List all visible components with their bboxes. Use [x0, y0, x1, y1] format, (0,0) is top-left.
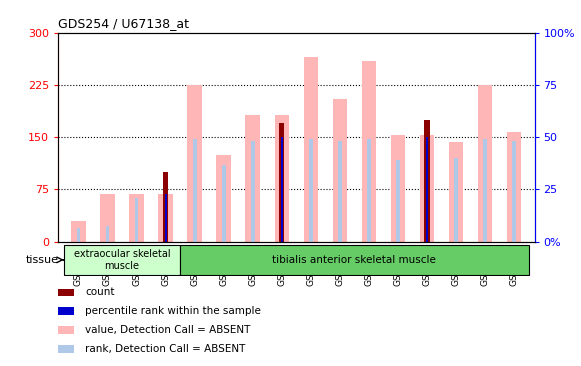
Bar — [507, 132, 522, 242]
Bar — [332, 99, 347, 242]
Bar — [391, 135, 406, 242]
Bar — [158, 194, 173, 242]
Bar — [420, 135, 435, 242]
Bar — [483, 139, 487, 242]
Bar — [396, 160, 400, 242]
Text: rank, Detection Call = ABSENT: rank, Detection Call = ABSENT — [85, 344, 246, 354]
Text: value, Detection Call = ABSENT: value, Detection Call = ABSENT — [85, 325, 250, 335]
Bar — [135, 198, 138, 242]
Bar — [309, 139, 313, 242]
Bar — [164, 194, 167, 242]
Bar — [425, 139, 429, 242]
Bar — [222, 165, 225, 242]
Bar — [512, 141, 516, 242]
Bar — [424, 120, 430, 242]
Bar — [187, 85, 202, 242]
Bar — [58, 346, 74, 353]
Bar — [58, 288, 74, 296]
Bar — [193, 139, 196, 242]
Bar — [58, 307, 74, 315]
Text: tibialis anterior skeletal muscle: tibialis anterior skeletal muscle — [272, 255, 436, 265]
Bar — [251, 141, 254, 242]
Bar — [245, 115, 260, 242]
FancyBboxPatch shape — [180, 245, 529, 274]
Bar — [164, 198, 167, 242]
Bar — [367, 139, 371, 242]
Bar — [303, 57, 318, 242]
Text: percentile rank within the sample: percentile rank within the sample — [85, 306, 261, 316]
Bar — [106, 226, 109, 242]
Bar — [338, 141, 342, 242]
Bar — [130, 194, 144, 242]
Bar — [478, 85, 493, 242]
Bar — [100, 194, 115, 242]
Bar — [280, 139, 284, 242]
Bar — [163, 172, 168, 242]
Bar — [275, 115, 289, 242]
Bar — [281, 137, 283, 242]
Text: count: count — [85, 287, 115, 297]
Bar — [217, 154, 231, 242]
Bar — [279, 123, 285, 242]
FancyBboxPatch shape — [64, 245, 180, 274]
Bar — [454, 158, 458, 242]
Text: GDS254 / U67138_at: GDS254 / U67138_at — [58, 17, 189, 30]
Bar — [71, 221, 86, 242]
Bar — [449, 142, 464, 242]
Bar — [77, 228, 80, 242]
Bar — [58, 326, 74, 334]
Text: extraocular skeletal
muscle: extraocular skeletal muscle — [74, 249, 170, 271]
Text: tissue: tissue — [26, 255, 59, 265]
Bar — [426, 137, 428, 242]
Bar — [361, 61, 376, 242]
